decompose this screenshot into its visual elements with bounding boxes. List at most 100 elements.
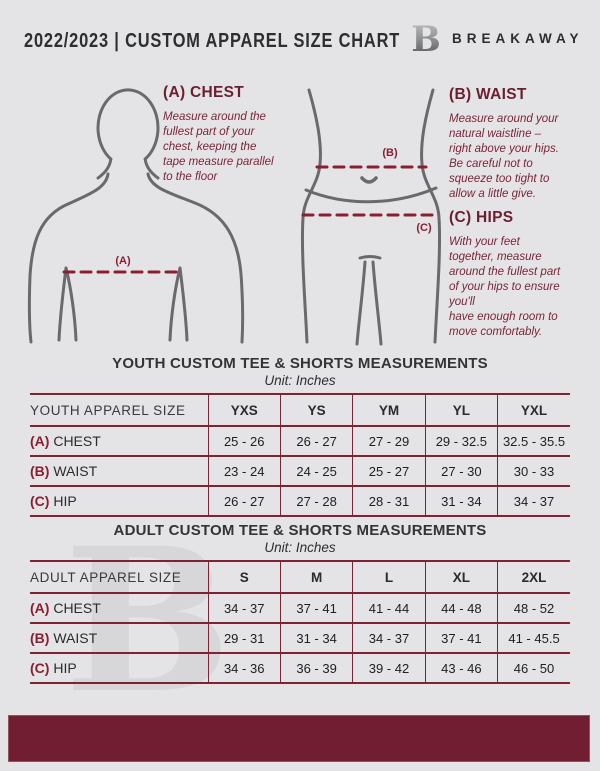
size-cell: 37 - 41 bbox=[279, 593, 353, 624]
row-prefix: (C) bbox=[30, 493, 50, 509]
youth-section: YOUTH CUSTOM TEE & SHORTS MEASUREMENTS U… bbox=[30, 355, 570, 517]
instruction-hips-body: With your feet together, measure around … bbox=[449, 236, 561, 338]
figure-jaw-right bbox=[143, 157, 160, 180]
column-header: 2XL bbox=[497, 560, 570, 594]
waist-hips-figure-illustration: (B) (C) bbox=[300, 88, 442, 346]
figure-inner-leg-left bbox=[355, 260, 367, 346]
row-name: CHEST bbox=[53, 600, 101, 616]
adult-section: ADULT CUSTOM TEE & SHORTS MEASUREMENTS U… bbox=[30, 522, 570, 684]
size-cell: 36 - 39 bbox=[279, 653, 353, 684]
size-cell: 31 - 34 bbox=[279, 623, 353, 654]
row-label: (B) WAIST bbox=[30, 623, 208, 654]
instruction-waist-heading: (B) WAIST bbox=[449, 86, 527, 103]
instruction-hips-heading: (C) HIPS bbox=[449, 209, 514, 226]
size-cell: 37 - 41 bbox=[424, 623, 498, 654]
row-prefix: (C) bbox=[30, 660, 50, 676]
column-header: YXL bbox=[497, 393, 570, 427]
size-cell: 24 - 25 bbox=[279, 456, 353, 487]
size-cell: 29 - 31 bbox=[207, 623, 281, 654]
figure-armpit-left bbox=[57, 266, 68, 342]
size-cell: 44 - 48 bbox=[424, 593, 498, 624]
size-cell: 27 - 30 bbox=[424, 456, 498, 487]
row-label: (B) WAIST bbox=[30, 456, 208, 487]
column-header: YM bbox=[352, 393, 426, 427]
size-cell: 26 - 27 bbox=[207, 486, 281, 517]
figure-arm-right bbox=[146, 172, 245, 344]
figure-head bbox=[96, 88, 160, 161]
figure-arm-left bbox=[27, 172, 110, 344]
size-cell: 29 - 32.5 bbox=[424, 426, 498, 457]
table-row-chest: (A) CHEST 25 - 26 26 - 27 27 - 29 29 - 3… bbox=[30, 426, 570, 457]
size-cell: 39 - 42 bbox=[352, 653, 426, 684]
column-header: S bbox=[207, 560, 281, 594]
page-title: 2022/2023 | CUSTOM APPAREL SIZE CHART bbox=[24, 30, 401, 52]
figure-jaw-left bbox=[96, 157, 113, 180]
row-name: CHEST bbox=[53, 433, 101, 449]
size-cell: 32.5 - 35.5 bbox=[497, 426, 570, 457]
hips-marker-label: (C) bbox=[416, 222, 432, 234]
instruction-waist: (B) WAIST Measure around your natural wa… bbox=[449, 86, 589, 202]
instruction-chest-heading: (A) CHEST bbox=[163, 84, 245, 101]
row-name: WAIST bbox=[53, 463, 98, 479]
size-cell: 25 - 26 bbox=[207, 426, 281, 457]
instruction-chest: (A) CHEST Measure around the fullest par… bbox=[163, 84, 293, 185]
waist-marker-label: (B) bbox=[382, 147, 398, 159]
column-header: L bbox=[352, 560, 426, 594]
row-name: HIP bbox=[53, 493, 77, 509]
brand-name: BREAKAWAY bbox=[452, 31, 584, 46]
size-cell: 34 - 37 bbox=[497, 486, 570, 517]
table-row-waist: (B) WAIST 29 - 31 31 - 34 34 - 37 37 - 4… bbox=[30, 623, 570, 654]
row-name: WAIST bbox=[53, 630, 98, 646]
size-cell: 34 - 36 bbox=[207, 653, 281, 684]
size-cell: 41 - 44 bbox=[352, 593, 426, 624]
row-prefix: (A) bbox=[30, 433, 50, 449]
row-prefix: (B) bbox=[30, 630, 50, 646]
adult-header-row: ADULT APPAREL SIZE S M L XL 2XL bbox=[30, 560, 570, 594]
figure-torso-left bbox=[64, 266, 78, 342]
column-header: ADULT APPAREL SIZE bbox=[30, 560, 208, 594]
chest-marker-label: (A) bbox=[115, 255, 131, 267]
figure-armpit-right bbox=[178, 266, 189, 342]
youth-table-unit: Unit: Inches bbox=[264, 373, 336, 388]
table-row-hip: (C) HIP 34 - 36 36 - 39 39 - 42 43 - 46 … bbox=[30, 653, 570, 684]
row-prefix: (B) bbox=[30, 463, 50, 479]
youth-header-row: YOUTH APPAREL SIZE YXS YS YM YL YXL bbox=[30, 393, 570, 427]
youth-table-title: YOUTH CUSTOM TEE & SHORTS MEASUREMENTS bbox=[112, 355, 488, 372]
footer-bar bbox=[8, 715, 590, 762]
size-cell: 34 - 37 bbox=[207, 593, 281, 624]
table-row-waist: (B) WAIST 23 - 24 24 - 25 25 - 27 27 - 3… bbox=[30, 456, 570, 487]
row-label: (C) HIP bbox=[30, 486, 208, 517]
column-header: M bbox=[279, 560, 353, 594]
row-label: (A) CHEST bbox=[30, 426, 208, 457]
adult-size-table: ADULT APPAREL SIZE S M L XL 2XL (A) CHES… bbox=[30, 560, 570, 684]
column-header: YXS bbox=[207, 393, 281, 427]
size-cell: 34 - 37 bbox=[352, 623, 426, 654]
row-label: (C) HIP bbox=[30, 653, 208, 684]
table-row-chest: (A) CHEST 34 - 37 37 - 41 41 - 44 44 - 4… bbox=[30, 593, 570, 624]
youth-size-table: YOUTH APPAREL SIZE YXS YS YM YL YXL (A) … bbox=[30, 393, 570, 517]
figure-side-left bbox=[300, 88, 322, 344]
figure-crotch bbox=[358, 255, 382, 260]
figure-inner-leg-right bbox=[371, 260, 383, 346]
row-name: HIP bbox=[53, 660, 77, 676]
size-cell: 25 - 27 bbox=[352, 456, 426, 487]
column-header: YS bbox=[279, 393, 353, 427]
figure-side-right bbox=[420, 88, 442, 344]
size-cell: 27 - 28 bbox=[279, 486, 353, 517]
chest-figure-illustration: (A) bbox=[27, 88, 245, 344]
column-header: YL bbox=[424, 393, 498, 427]
size-cell: 43 - 46 bbox=[424, 653, 498, 684]
column-header: XL bbox=[424, 560, 498, 594]
size-cell: 26 - 27 bbox=[279, 426, 353, 457]
table-row-hip: (C) HIP 26 - 27 27 - 28 28 - 31 31 - 34 … bbox=[30, 486, 570, 517]
size-cell: 41 - 45.5 bbox=[497, 623, 570, 654]
figure-torso-right bbox=[168, 266, 182, 342]
row-label: (A) CHEST bbox=[30, 593, 208, 624]
size-cell: 28 - 31 bbox=[352, 486, 426, 517]
figure-navel bbox=[360, 176, 378, 184]
size-cell: 27 - 29 bbox=[352, 426, 426, 457]
size-cell: 31 - 34 bbox=[424, 486, 498, 517]
size-cell: 23 - 24 bbox=[207, 456, 281, 487]
size-cell: 30 - 33 bbox=[497, 456, 570, 487]
